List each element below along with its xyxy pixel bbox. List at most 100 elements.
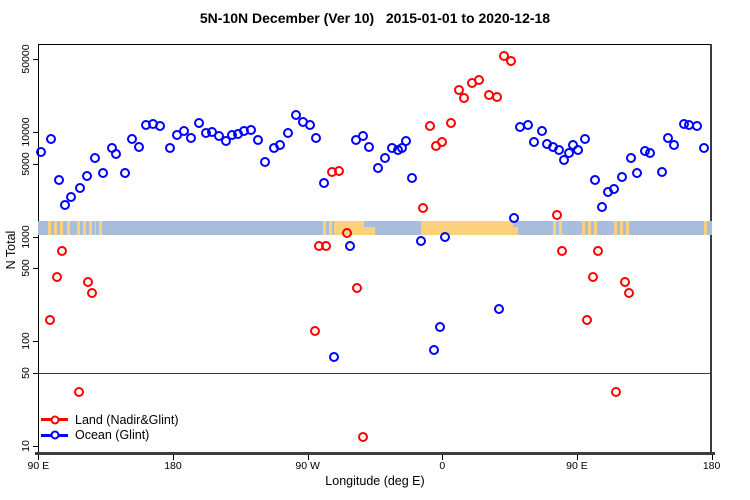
legend-label-land: Land (Nadir&Glint) (75, 412, 179, 427)
ocean-marker-icon (41, 428, 68, 442)
plot-frame-right (710, 44, 712, 455)
data-point-land (458, 92, 469, 103)
data-point-ocean (626, 153, 637, 164)
data-point-ocean (120, 167, 131, 178)
data-point-ocean (632, 167, 643, 178)
data-point-ocean (35, 146, 46, 157)
data-point-land (498, 50, 509, 61)
y-tick-mark (33, 268, 38, 270)
data-point-ocean (283, 128, 294, 139)
y-tick-label: 50000 (20, 44, 32, 74)
data-point-ocean (691, 120, 702, 131)
data-point-ocean (536, 126, 547, 137)
x-tick-label: 90 E (566, 460, 588, 472)
data-point-ocean (155, 121, 166, 131)
y-tick-label: 10 (20, 439, 32, 452)
y-tick-mark (33, 372, 38, 374)
data-point-land (588, 272, 599, 283)
data-point-land (437, 136, 448, 147)
data-point-land (417, 203, 428, 214)
data-point-ocean (66, 191, 77, 202)
data-point-ocean (434, 322, 445, 333)
reference-line-50 (37, 372, 712, 375)
data-point-ocean (609, 184, 620, 194)
data-point-ocean (379, 152, 390, 163)
x-tick-mark (172, 455, 175, 460)
data-point-ocean (400, 136, 411, 147)
x-tick-label: 180 (164, 460, 182, 472)
y-tick-label: 100 (20, 332, 32, 350)
data-point-land (557, 245, 568, 256)
data-point-ocean (669, 139, 680, 150)
legend-item-land: Land (Nadir&Glint) (41, 412, 179, 428)
data-point-ocean (645, 148, 656, 159)
land-patch (66, 221, 73, 235)
data-point-ocean (416, 235, 427, 246)
data-point-ocean (656, 167, 667, 178)
land-patch (77, 221, 96, 235)
x-tick-mark (711, 455, 713, 460)
data-point-ocean (428, 345, 439, 356)
data-point-ocean (186, 133, 197, 144)
legend-item-ocean: Ocean (Glint) (41, 428, 179, 444)
data-point-ocean (573, 145, 584, 156)
data-point-land (610, 386, 621, 397)
data-point-ocean (363, 141, 374, 152)
data-point-ocean (221, 136, 232, 147)
data-point-ocean (290, 110, 301, 121)
x-tick-mark (307, 455, 309, 460)
data-point-land (582, 314, 593, 325)
data-point-land (425, 120, 436, 131)
data-point-ocean (328, 351, 339, 362)
data-point-land (82, 276, 93, 287)
data-point-ocean (246, 125, 257, 136)
data-point-land (624, 287, 635, 298)
data-point-ocean (82, 170, 93, 181)
y-tick-mark (33, 132, 38, 134)
data-point-ocean (53, 174, 64, 185)
data-point-ocean (522, 119, 533, 130)
data-point-ocean (439, 231, 450, 242)
x-tick-label: 0 (439, 460, 446, 472)
data-point-ocean (60, 200, 71, 211)
data-point-ocean (553, 145, 564, 156)
land-patch (582, 221, 598, 235)
x-axis-label: Longitude (deg E) (325, 474, 425, 488)
legend-label-ocean: Ocean (Glint) (75, 428, 150, 443)
y-tick-label: 500 (20, 259, 32, 277)
data-point-land (505, 56, 516, 66)
data-point-ocean (589, 174, 600, 185)
data-point-ocean (597, 201, 608, 212)
legend: Land (Nadir&Glint) Ocean (Glint) (41, 412, 179, 443)
data-point-ocean (274, 139, 285, 150)
data-point-ocean (90, 153, 101, 164)
data-point-land (334, 165, 345, 176)
data-point-land (56, 245, 67, 256)
x-tick-label: 90 E (27, 460, 50, 472)
land-patch (512, 226, 518, 235)
land-patch (98, 221, 102, 235)
data-point-land (552, 209, 563, 220)
data-point-land (593, 245, 604, 256)
data-point-ocean (133, 142, 144, 153)
y-tick-mark (33, 236, 38, 238)
y-tick-label: 10000 (20, 117, 32, 147)
data-point-land (446, 118, 457, 129)
data-point-land (309, 325, 320, 336)
data-point-ocean (698, 143, 709, 154)
chart-title: 5N-10N December (Ver 10) 2015-01-01 to 2… (199, 10, 551, 26)
land-patch (552, 221, 564, 235)
data-point-ocean (616, 171, 627, 182)
data-point-ocean (164, 143, 175, 154)
land-marker-icon (41, 413, 68, 427)
data-point-land (351, 282, 362, 293)
y-tick-mark (33, 341, 38, 343)
data-point-ocean (663, 132, 674, 143)
x-tick-mark (576, 455, 579, 460)
data-point-ocean (213, 130, 224, 141)
land-patch (420, 221, 513, 235)
y-tick-mark (33, 163, 38, 165)
y-tick-label: 1000 (20, 225, 32, 249)
x-tick-label: 180 (702, 460, 721, 472)
